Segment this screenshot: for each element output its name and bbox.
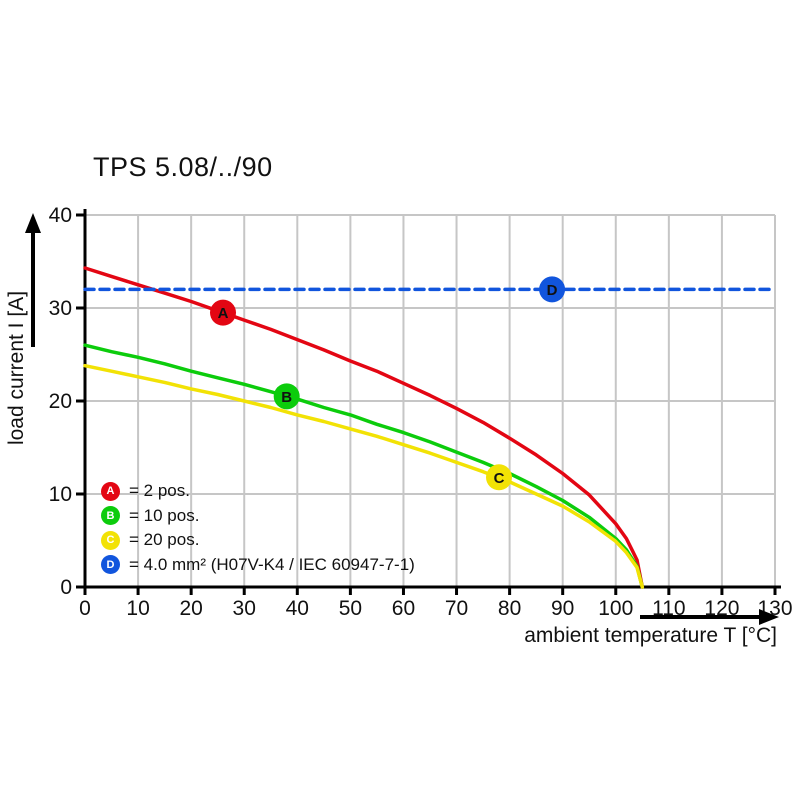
- x-tick-label: 30: [233, 597, 256, 620]
- curve-marker-letter-a: A: [218, 305, 229, 322]
- legend-item-a: A = 2 pos.: [101, 479, 415, 504]
- legend-dot-b: B: [101, 506, 120, 526]
- curve-marker-a: [210, 299, 236, 326]
- curve-marker-d: [539, 276, 566, 303]
- legend-letter-a: A: [106, 485, 115, 498]
- legend-text-d: = 4.0 mm² (H07V-K4 / IEC 60947-7-1): [129, 554, 415, 574]
- legend-dot-c: C: [101, 530, 120, 550]
- curve-marker-letter-b: B: [281, 389, 292, 406]
- curve-marker-c: [486, 464, 512, 491]
- legend-text-c: = 20 pos.: [129, 530, 200, 550]
- curve-marker-letter-c: C: [494, 470, 505, 487]
- legend-text-b: = 10 pos.: [129, 505, 200, 525]
- curve-a: [83, 266, 645, 589]
- x-tick-label: 0: [79, 597, 91, 620]
- legend-letter-c: C: [106, 534, 115, 547]
- y-tick-label: 30: [49, 297, 72, 320]
- y-tick-label: 20: [49, 390, 72, 413]
- y-tick-label: 10: [49, 483, 72, 506]
- legend-dot-d: D: [101, 555, 120, 575]
- chart-title: TPS 5.08/../90: [93, 152, 273, 182]
- x-axis-arrow-head: [759, 609, 779, 625]
- curve-c: [83, 363, 645, 589]
- x-tick-label: 90: [551, 597, 574, 620]
- y-tick-label: 0: [60, 576, 72, 599]
- legend-letter-d: D: [106, 558, 115, 571]
- x-tick-label: 110: [652, 597, 685, 620]
- y-tick-label: 40: [49, 204, 72, 227]
- curve-marker-letter-d: D: [547, 282, 558, 299]
- x-tick-label: 100: [598, 597, 633, 620]
- chart-legend: A = 2 pos. B = 10 pos. C = 20 pos. D = 4…: [101, 479, 415, 577]
- legend-letter-b: B: [106, 509, 115, 522]
- legend-dot-a: A: [101, 481, 120, 501]
- legend-item-c: C = 20 pos.: [101, 528, 415, 553]
- curve-b: [83, 343, 645, 589]
- y-axis-arrow-head: [25, 213, 41, 233]
- legend-text-a: = 2 pos.: [129, 481, 190, 501]
- curve-marker-b: [273, 383, 300, 410]
- x-tick-label: 40: [286, 597, 309, 620]
- x-axis-label: ambient temperature T [°C]: [524, 624, 777, 647]
- x-tick-label: 50: [339, 597, 362, 620]
- legend-item-b: B = 10 pos.: [101, 504, 415, 529]
- x-tick-label: 20: [179, 597, 202, 620]
- legend-item-d: D = 4.0 mm² (H07V-K4 / IEC 60947-7-1): [101, 553, 415, 578]
- y-axis-label: load current I [A]: [5, 290, 28, 446]
- x-tick-label: 70: [445, 597, 468, 620]
- x-tick-label: 120: [704, 597, 739, 620]
- x-tick-label: 10: [126, 597, 149, 620]
- x-tick-label: 60: [392, 597, 415, 620]
- x-tick-label: 80: [498, 597, 521, 620]
